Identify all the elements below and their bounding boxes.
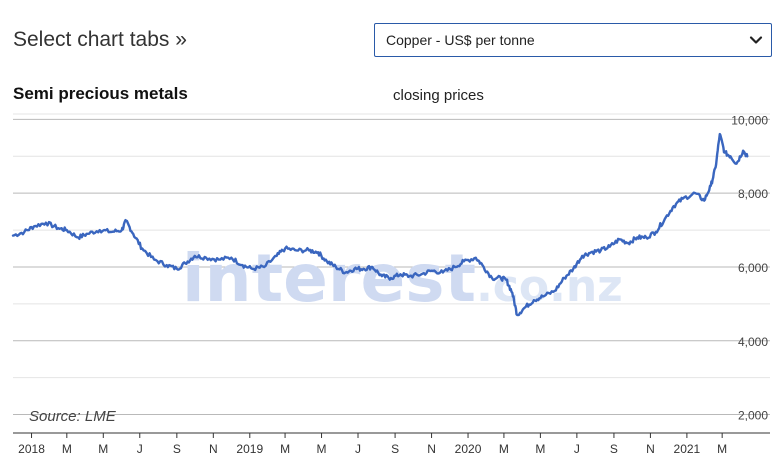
x-tick-label: 2019 [236, 442, 263, 456]
x-axis-ticks: 2018 M M J S N 2019 M M J S N 2020 M M J S N 2021 M [18, 433, 727, 456]
x-tick-label: M [535, 442, 545, 456]
chart-gridlines [13, 113, 770, 416]
x-tick-label: S [173, 442, 181, 456]
y-tick-label: 4,000 [738, 335, 768, 349]
interest-watermark: interest.co.nz [182, 240, 623, 317]
chart-title: Semi precious metals [13, 84, 188, 103]
metal-select-value: Copper - US$ per tonne [386, 32, 535, 48]
x-tick-label: S [391, 442, 399, 456]
x-tick-label: M [98, 442, 108, 456]
x-tick-label: M [62, 442, 72, 456]
watermark-main-text: interest [182, 240, 476, 317]
copper-price-line [11, 132, 749, 317]
x-tick-label: M [717, 442, 727, 456]
chart-subtitle: closing prices [393, 87, 484, 104]
x-tick-label: M [317, 442, 327, 456]
x-tick-label: N [427, 442, 436, 456]
y-tick-label: 6,000 [738, 261, 768, 275]
x-tick-label: S [610, 442, 618, 456]
x-tick-label: J [137, 442, 143, 456]
y-tick-label: 10,000 [731, 113, 768, 127]
watermark-suffix-text: .co.nz [476, 261, 623, 312]
x-tick-label: 2021 [674, 442, 701, 456]
chevron-down-icon [749, 36, 763, 44]
select-chart-tabs-label: Select chart tabs » [13, 28, 187, 51]
x-tick-label: J [355, 442, 361, 456]
metal-select-dropdown[interactable]: Copper - US$ per tonne [374, 23, 772, 57]
y-tick-label: 2,000 [738, 409, 768, 423]
y-axis-ticks: 2,000 4,000 6,000 8,000 10,000 [731, 113, 768, 422]
y-tick-label: 8,000 [738, 187, 768, 201]
x-tick-label: 2018 [18, 442, 45, 456]
x-tick-label: M [499, 442, 509, 456]
x-tick-label: N [209, 442, 218, 456]
source-note: Source: LME [29, 408, 116, 425]
x-tick-label: J [574, 442, 580, 456]
x-tick-label: M [280, 442, 290, 456]
x-tick-label: N [646, 442, 655, 456]
x-tick-label: 2020 [455, 442, 482, 456]
